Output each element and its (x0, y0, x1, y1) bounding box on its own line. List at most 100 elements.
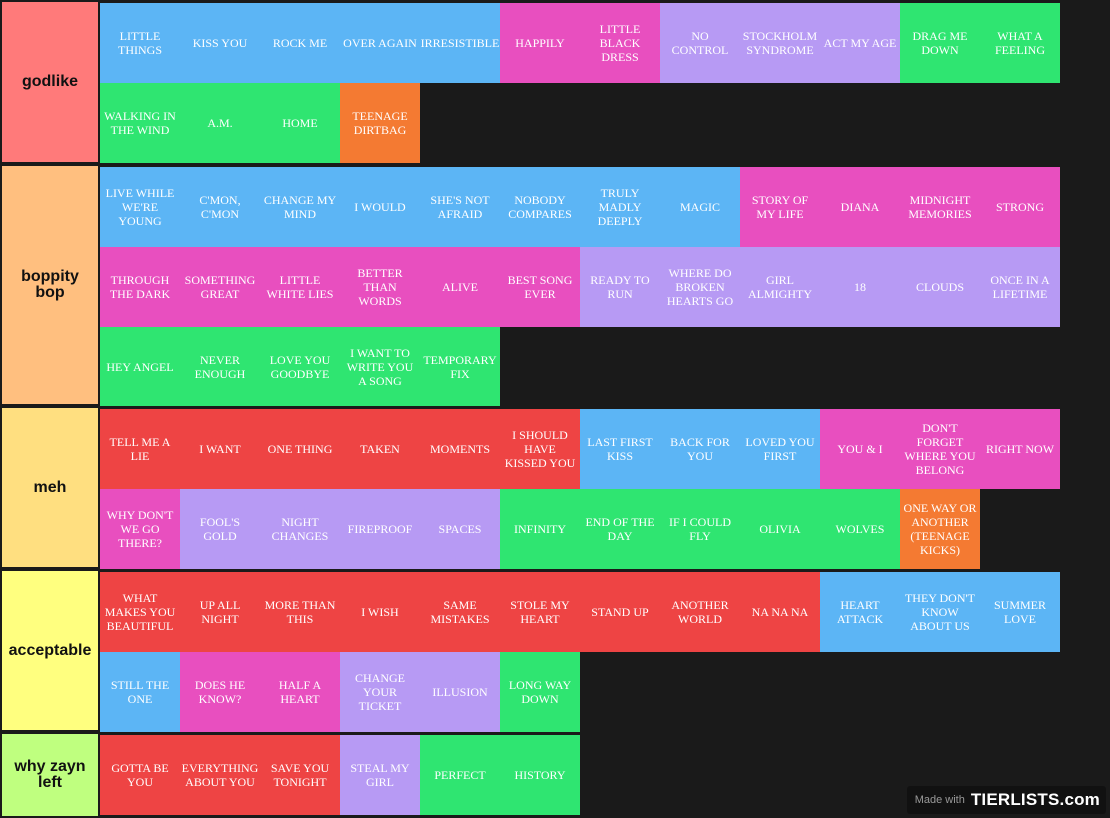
song-tile[interactable]: END OF THE DAY (580, 489, 660, 569)
song-tile[interactable]: STEAL MY GIRL (340, 735, 420, 815)
song-tile[interactable]: LONG WAY DOWN (500, 652, 580, 732)
song-tile[interactable]: STRONG (980, 167, 1060, 247)
tier-items: WHAT MAKES YOU BEAUTIFUL UP ALL NIGHT MORE… (100, 572, 1060, 732)
song-tile[interactable]: ALIVE (420, 247, 500, 327)
song-tile[interactable]: STORY OF MY LIFE (740, 167, 820, 247)
song-tile[interactable]: CLOUDS (900, 247, 980, 327)
song-tile[interactable]: STOLE MY HEART (500, 572, 580, 652)
song-tile[interactable]: CHANGE MY MIND (260, 167, 340, 247)
song-tile[interactable]: UP ALL NIGHT (180, 572, 260, 652)
song-tile[interactable]: GOTTA BE YOU (100, 735, 180, 815)
song-tile[interactable]: 18 (820, 247, 900, 327)
song-tile[interactable]: STILL THE ONE (100, 652, 180, 732)
song-tile[interactable]: RIGHT NOW (980, 409, 1060, 489)
song-tile[interactable]: LIVE WHILE WE'RE YOUNG (100, 167, 180, 247)
song-tile[interactable]: WHY DON'T WE GO THERE? (100, 489, 180, 569)
song-tile[interactable]: FOOL'S GOLD (180, 489, 260, 569)
song-tile[interactable]: MORE THAN THIS (260, 572, 340, 652)
song-tile[interactable]: BACK FOR YOU (660, 409, 740, 489)
song-tile[interactable]: THROUGH THE DARK (100, 247, 180, 327)
song-tile[interactable]: LITTLE THINGS (100, 3, 180, 83)
song-tile[interactable]: ACT MY AGE (820, 3, 900, 83)
song-tile[interactable]: ROCK ME (260, 3, 340, 83)
song-tile[interactable]: NOBODY COMPARES (500, 167, 580, 247)
song-tile[interactable]: PERFECT (420, 735, 500, 815)
song-tile[interactable]: ONE THING (260, 409, 340, 489)
song-tile[interactable]: TELL ME A LIE (100, 409, 180, 489)
song-tile[interactable]: DIANA (820, 167, 900, 247)
song-tile[interactable]: SOMETHING GREAT (180, 247, 260, 327)
song-tile[interactable]: HEY ANGEL (100, 327, 180, 407)
song-tile[interactable]: MAGIC (660, 167, 740, 247)
song-tile[interactable]: TEMPORARY FIX (420, 327, 500, 407)
song-tile[interactable]: TRULY MADLY DEEPLY (580, 167, 660, 247)
song-tile[interactable]: OLIVIA (740, 489, 820, 569)
song-tile[interactable]: WALKING IN THE WIND (100, 83, 180, 163)
song-tile[interactable]: MOMENTS (420, 409, 500, 489)
song-tile[interactable]: BETTER THAN WORDS (340, 247, 420, 327)
song-tile[interactable]: NEVER ENOUGH (180, 327, 260, 407)
song-tile[interactable]: NIGHT CHANGES (260, 489, 340, 569)
song-tile[interactable]: SPACES (420, 489, 500, 569)
tierlists-logo: TIERLISTS.com (970, 790, 1100, 809)
song-tile[interactable]: I WISH (340, 572, 420, 652)
song-tile[interactable]: GIRL ALMIGHTY (740, 247, 820, 327)
song-tile[interactable]: INFINITY (500, 489, 580, 569)
song-tile[interactable]: ANOTHER WORLD (660, 572, 740, 652)
song-tile[interactable]: I WANT (180, 409, 260, 489)
song-tile[interactable]: A.M. (180, 83, 260, 163)
song-tile[interactable]: READY TO RUN (580, 247, 660, 327)
song-tile[interactable]: LITTLE BLACK DRESS (580, 3, 660, 83)
tier-label[interactable]: meh (2, 408, 98, 567)
song-tile[interactable]: HAPPILY (500, 3, 580, 83)
song-tile[interactable]: STAND UP (580, 572, 660, 652)
tier-label[interactable]: acceptable (2, 571, 98, 730)
song-tile[interactable]: LOVE YOU GOODBYE (260, 327, 340, 407)
song-tile[interactable]: NA NA NA (740, 572, 820, 652)
tier-label[interactable]: boppity bop (2, 166, 98, 404)
song-tile[interactable]: SUMMER LOVE (980, 572, 1060, 652)
song-tile[interactable]: SHE'S NOT AFRAID (420, 167, 500, 247)
song-tile[interactable]: WHERE DO BROKEN HEARTS GO (660, 247, 740, 327)
song-tile[interactable]: I WANT TO WRITE YOU A SONG (340, 327, 420, 407)
song-tile[interactable]: WHAT MAKES YOU BEAUTIFUL (100, 572, 180, 652)
song-tile[interactable]: HALF A HEART (260, 652, 340, 732)
song-tile[interactable]: ONCE IN A LIFETIME (980, 247, 1060, 327)
song-tile[interactable]: TAKEN (340, 409, 420, 489)
song-tile[interactable]: EVERYTHING ABOUT YOU (180, 735, 260, 815)
song-tile[interactable]: NO CONTROL (660, 3, 740, 83)
song-tile[interactable]: FIREPROOF (340, 489, 420, 569)
tier-label[interactable]: godlike (2, 2, 98, 162)
song-tile[interactable]: DON'T FORGET WHERE YOU BELONG (900, 409, 980, 489)
song-tile[interactable]: HOME (260, 83, 340, 163)
song-tile[interactable]: HISTORY (500, 735, 580, 815)
song-tile[interactable]: LOVED YOU FIRST (740, 409, 820, 489)
song-tile[interactable]: LITTLE WHITE LIES (260, 247, 340, 327)
song-tile[interactable]: DOES HE KNOW? (180, 652, 260, 732)
song-tile[interactable]: YOU & I (820, 409, 900, 489)
song-tile[interactable]: SAME MISTAKES (420, 572, 500, 652)
song-tile[interactable]: SAVE YOU TONIGHT (260, 735, 340, 815)
song-tile[interactable]: C'MON, C'MON (180, 167, 260, 247)
song-tile[interactable]: IRRESISTIBLE (420, 3, 500, 83)
song-tile[interactable]: THEY DON'T KNOW ABOUT US (900, 572, 980, 652)
song-tile[interactable]: IF I COULD FLY (660, 489, 740, 569)
song-tile[interactable]: I SHOULD HAVE KISSED YOU (500, 409, 580, 489)
song-tile[interactable]: I WOULD (340, 167, 420, 247)
song-tile[interactable]: DRAG ME DOWN (900, 3, 980, 83)
song-tile[interactable]: ILLUSION (420, 652, 500, 732)
song-tile[interactable]: MIDNIGHT MEMORIES (900, 167, 980, 247)
song-tile[interactable]: ONE WAY OR ANOTHER (TEENAGE KICKS) (900, 489, 980, 569)
song-tile[interactable]: WHAT A FEELING (980, 3, 1060, 83)
tier-label[interactable]: why zayn left (2, 734, 98, 816)
song-tile[interactable]: TEENAGE DIRTBAG (340, 83, 420, 163)
song-tile[interactable]: KISS YOU (180, 3, 260, 83)
song-tile[interactable]: LAST FIRST KISS (580, 409, 660, 489)
song-tile[interactable]: STOCKHOLM SYNDROME (740, 3, 820, 83)
song-tile[interactable]: BEST SONG EVER (500, 247, 580, 327)
song-tile[interactable]: CHANGE YOUR TICKET (340, 652, 420, 732)
song-tile[interactable]: OVER AGAIN (340, 3, 420, 83)
tier-row: acceptable WHAT MAKES YOU BEAUTIFUL UP ALL… (0, 569, 1110, 732)
song-tile[interactable]: HEART ATTACK (820, 572, 900, 652)
song-tile[interactable]: WOLVES (820, 489, 900, 569)
